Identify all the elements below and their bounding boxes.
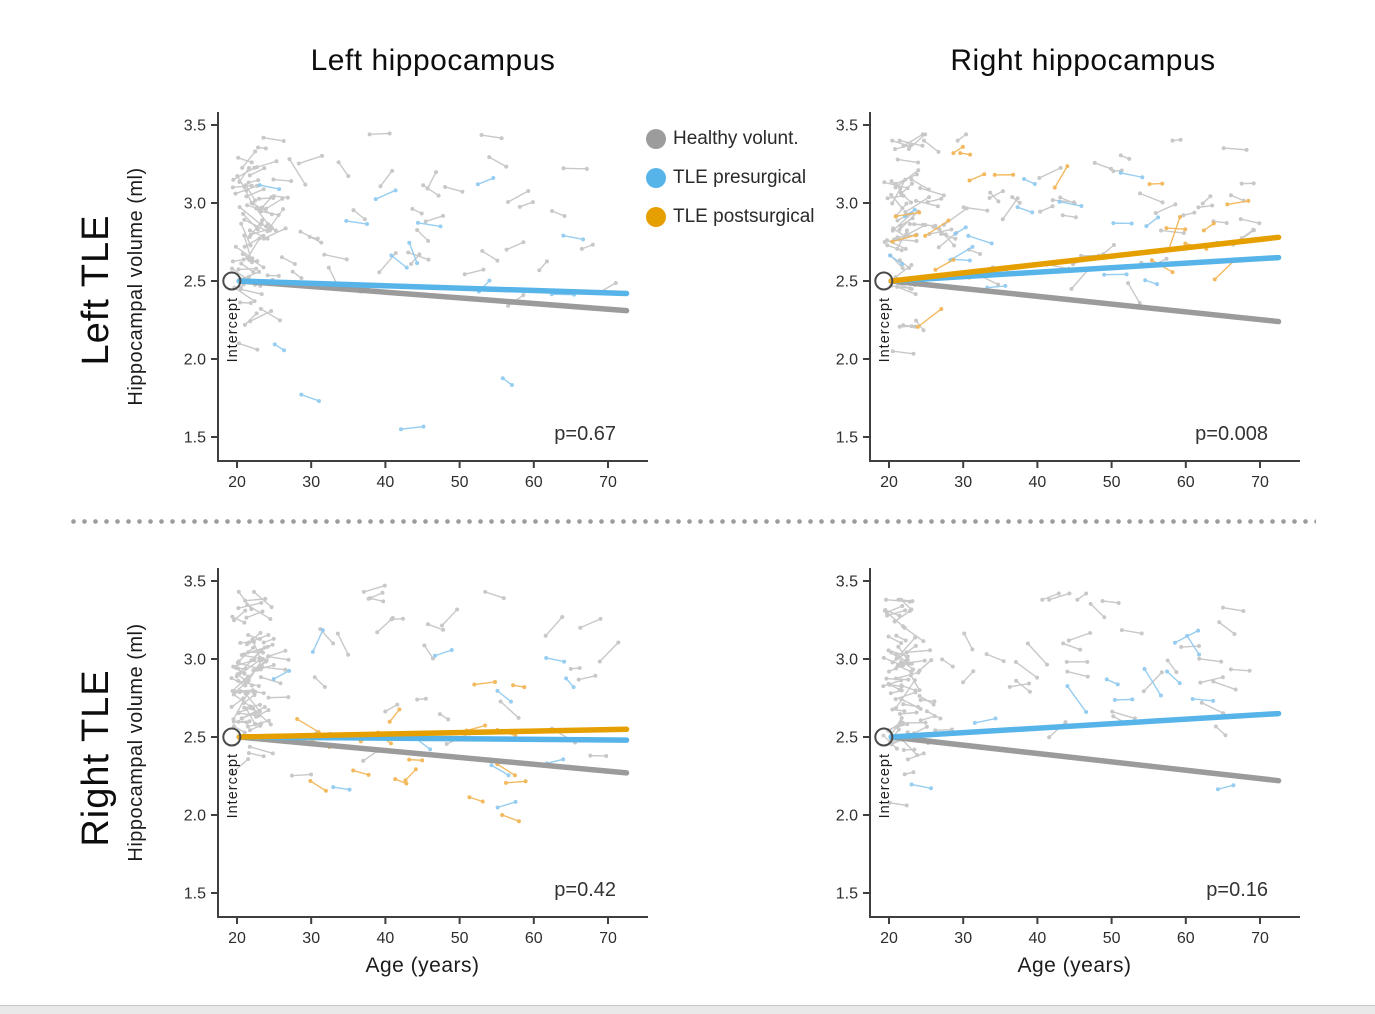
- y-tick-label: 2.0: [836, 808, 858, 825]
- x-tick-label: 30: [302, 930, 320, 947]
- legend-item-postsurgical: TLE postsurgical: [646, 197, 815, 236]
- p-value-label: p=0.16: [1206, 879, 1268, 901]
- y-tick-label: 3.0: [184, 196, 206, 213]
- x-tick-label: 50: [451, 930, 469, 947]
- x-tick-label: 40: [377, 474, 395, 491]
- trend-line-healthy: [236, 734, 630, 776]
- intercept-label: Intercept: [877, 297, 893, 362]
- y-tick-label: 3.5: [836, 118, 858, 135]
- legend-item-presurgical: TLE presurgical: [646, 158, 815, 197]
- intercept-marker: [222, 727, 242, 747]
- p-value-label: p=0.008: [1195, 423, 1268, 445]
- intercept-label: Intercept: [225, 297, 241, 362]
- x-tick-label: 70: [1251, 474, 1269, 491]
- trend-line-healthy: [888, 278, 1282, 325]
- x-tick-label: 30: [302, 474, 320, 491]
- x-tick-label: 60: [525, 930, 543, 947]
- panel-left-tle-left-hippocampus: Intercept 1.5 2.0 2.5 3.0 3.5 20 30 40 50 60 70 Hipp…: [125, 112, 648, 491]
- trend-line-presurgical: [236, 278, 630, 297]
- legend-dot-presurgical-icon: [646, 167, 666, 188]
- y-tick-label: 1.5: [184, 886, 206, 903]
- y-tick-label: 1.5: [184, 430, 206, 447]
- panel-right-tle-left-hippocampus: Intercept 1.5 2.0 2.5 3.0 3.5 20 30 40 50 60 70 Hipp…: [125, 568, 648, 977]
- trend-line-presurgical: [888, 710, 1282, 740]
- y-tick-label: 3.0: [836, 196, 858, 213]
- y-tick-label: 2.5: [184, 730, 206, 747]
- column-title-right-hippocampus: Right hippocampus: [950, 44, 1216, 77]
- trend-line-healthy: [888, 734, 1282, 784]
- y-tick-label: 1.5: [836, 430, 858, 447]
- x-tick-label: 20: [228, 930, 246, 947]
- legend-dot-healthy-icon: [646, 128, 666, 149]
- trend-line-presurgical: [888, 254, 1282, 284]
- x-tick-label: 60: [1177, 930, 1195, 947]
- y-tick-label: 3.5: [836, 574, 858, 591]
- scatter-healthy: [229, 583, 621, 778]
- p-value-label: p=0.42: [554, 879, 616, 901]
- x-axis-title: Age (years): [365, 954, 479, 977]
- legend: Healthy volunt. TLE presurgical TLE post…: [646, 119, 815, 236]
- panel-left-tle-right-hippocampus: Intercept 1.5 2.0 2.5 3.0 3.5 20 30 40 50 60 70 p=0.…: [836, 112, 1300, 491]
- y-tick-label: 3.0: [184, 652, 206, 669]
- y-tick-label: 2.5: [184, 274, 206, 291]
- y-axis-title: Hippocampal volume (ml): [125, 167, 147, 405]
- y-tick-label: 3.5: [184, 574, 206, 591]
- y-tick-label: 3.5: [184, 118, 206, 135]
- x-tick-label: 50: [1103, 930, 1121, 947]
- x-tick-label: 70: [1251, 930, 1269, 947]
- x-tick-label: 50: [1103, 474, 1121, 491]
- y-tick-label: 1.5: [836, 886, 858, 903]
- y-tick-label: 3.0: [836, 652, 858, 669]
- p-value-label: p=0.67: [554, 423, 616, 445]
- x-tick-label: 50: [451, 474, 469, 491]
- intercept-label: Intercept: [225, 753, 241, 818]
- window-bottom-edge: [0, 1005, 1375, 1014]
- x-tick-label: 30: [954, 930, 972, 947]
- y-tick-label: 2.5: [836, 730, 858, 747]
- x-tick-label: 40: [1029, 930, 1047, 947]
- y-tick-label: 2.5: [836, 274, 858, 291]
- trend-line-healthy: [236, 278, 630, 314]
- trend-line-postsurgical: [888, 234, 1282, 284]
- trend-line-postsurgical: [236, 726, 630, 740]
- x-tick-label: 70: [599, 474, 617, 491]
- legend-label-healthy: Healthy volunt.: [673, 127, 799, 149]
- x-tick-label: 40: [377, 930, 395, 947]
- scatter-presurgical: [257, 176, 586, 432]
- y-tick-label: 2.0: [184, 808, 206, 825]
- x-tick-label: 20: [228, 474, 246, 491]
- legend-label-postsurgical: TLE postsurgical: [673, 205, 815, 227]
- scatter-presurgical: [271, 628, 576, 810]
- x-tick-label: 30: [954, 474, 972, 491]
- row-divider-dotted-line: [68, 519, 1316, 524]
- x-tick-label: 20: [880, 474, 898, 491]
- x-tick-label: 70: [599, 930, 617, 947]
- legend-item-healthy: Healthy volunt.: [646, 119, 815, 158]
- x-tick-label: 60: [1177, 474, 1195, 491]
- intercept-marker: [874, 727, 894, 747]
- x-tick-label: 60: [525, 474, 543, 491]
- y-axis-title: Hippocampal volume (ml): [125, 623, 147, 861]
- legend-dot-postsurgical-icon: [646, 206, 666, 227]
- panel-right-tle-right-hippocampus: Intercept 1.5 2.0 2.5 3.0 3.5 20 30 40 50 60 70 Age …: [836, 568, 1300, 977]
- legend-label-presurgical: TLE presurgical: [673, 166, 807, 188]
- scatter-healthy: [230, 131, 618, 352]
- column-title-left-hippocampus: Left hippocampus: [310, 44, 556, 77]
- x-tick-label: 40: [1029, 474, 1047, 491]
- intercept-marker: [874, 271, 894, 291]
- x-axis-title: Age (years): [1017, 954, 1131, 977]
- intercept-marker: [222, 271, 242, 291]
- scatter-presurgical: [909, 628, 1236, 792]
- y-tick-label: 2.0: [184, 352, 206, 369]
- x-tick-label: 20: [880, 930, 898, 947]
- y-tick-label: 2.0: [836, 352, 858, 369]
- intercept-label: Intercept: [877, 753, 893, 818]
